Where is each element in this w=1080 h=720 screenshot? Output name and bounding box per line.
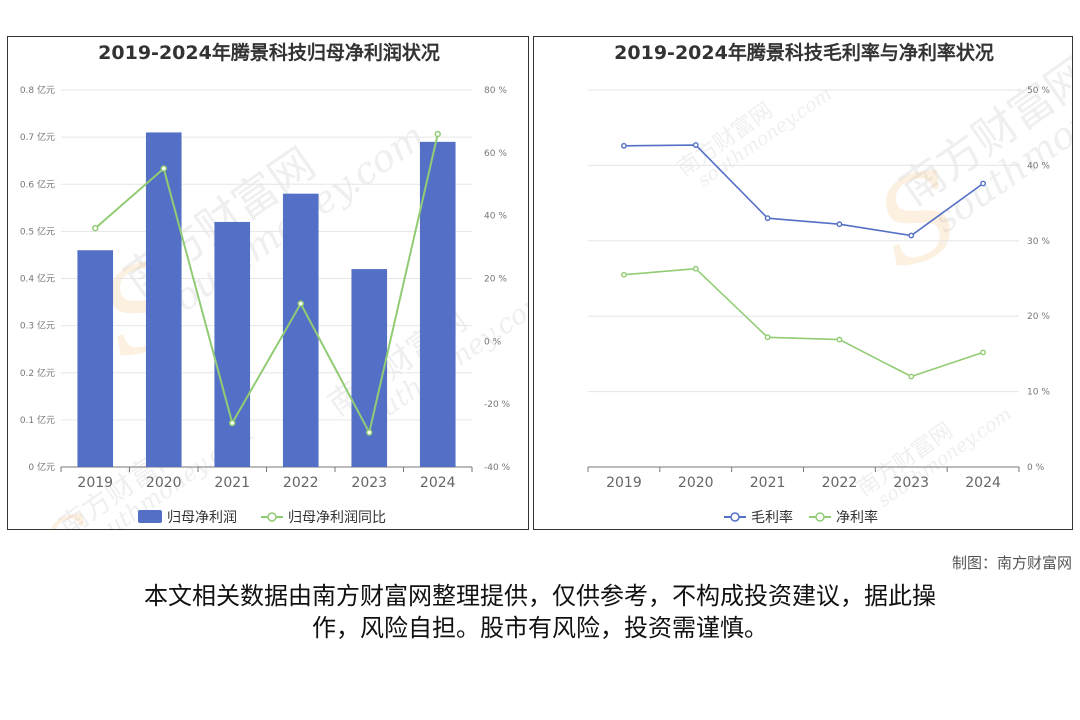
point-yoy-growth-2020	[160, 165, 167, 172]
margin-chart-panel: 南方财富网 southmoney.com 南方财富网 southmoney.com S 南…	[533, 36, 1073, 530]
disclaimer-line-1: 本文相关数据由南方财富网整理提供，仅供参考，不构成投资建议，据此操	[144, 582, 936, 610]
point-gross-margin-2021	[764, 215, 771, 222]
point-gross-margin-2022	[836, 221, 843, 228]
right-axis-tick-label: 40 %	[484, 212, 507, 222]
line-gross-margin	[623, 144, 984, 237]
x-axis-tick-label: 2021	[214, 475, 250, 491]
line-net-margin	[623, 267, 984, 378]
point-gross-margin-2024	[980, 180, 986, 187]
point-net-margin-2021	[764, 334, 771, 341]
x-axis-tick-label: 2023	[351, 475, 387, 491]
legend-label-gross-margin: 毛利率	[751, 509, 793, 526]
point-net-margin-2019	[621, 271, 627, 278]
chart-title: 2019-2024年腾景科技毛利率与净利率状况	[614, 41, 994, 64]
point-yoy-growth-2021	[229, 419, 236, 427]
legend-label-bar: 归母净利润	[167, 509, 237, 526]
legend-label-line: 归母净利润同比	[288, 509, 386, 526]
net-profit-chart-panel: 南方财富网southmoney.comS南方财富网southmoney.com南…	[7, 36, 529, 530]
right-axis-tick-label: 20 %	[484, 275, 507, 285]
point-net-margin-2020	[692, 265, 699, 272]
right-axis-tick-label: 20 %	[1027, 312, 1050, 322]
legend-swatch-marker	[267, 512, 277, 522]
right-axis-tick-label: 80 %	[484, 86, 507, 96]
bar-net-profit-2019	[77, 250, 114, 467]
right-axis-tick-label: -40 %	[484, 463, 511, 473]
legend-label-net-margin: 净利率	[836, 509, 878, 526]
disclaimer: 本文相关数据由南方财富网整理提供，仅供参考，不构成投资建议，据此操 作，风险自担…	[80, 580, 1000, 644]
point-yoy-growth-2022	[297, 300, 304, 307]
left-axis-tick-label: 0.2 亿元	[20, 367, 55, 379]
left-axis-tick-label: 0.5 亿元	[20, 225, 55, 237]
chart-credit: 制图：南方财富网	[951, 554, 1072, 572]
bar-net-profit-2021	[214, 221, 251, 467]
right-axis-tick-label: -20 %	[484, 400, 511, 410]
left-axis-tick-label: 0.6 亿元	[20, 178, 55, 190]
legend-marker-net-margin	[815, 512, 825, 522]
left-axis-tick-label: 0.7 亿元	[20, 131, 55, 143]
legend-swatch-bar	[138, 510, 162, 523]
left-axis-tick-label: 0.3 亿元	[20, 320, 55, 332]
right-axis-tick-label: 0 %	[484, 337, 502, 347]
left-axis-tick-label: 0.4 亿元	[20, 273, 55, 285]
bar-net-profit-2022	[282, 193, 319, 468]
right-axis-tick-label: 40 %	[1027, 161, 1050, 171]
left-axis-tick-label: 0 亿元	[28, 461, 55, 473]
x-axis-tick-label: 2023	[893, 475, 929, 491]
x-axis-tick-label: 2020	[678, 475, 714, 491]
right-axis-tick-label: 10 %	[1027, 388, 1050, 398]
chart-title: 2019-2024年腾景科技归母净利润状况	[98, 41, 440, 64]
x-axis-tick-label: 2019	[77, 475, 113, 491]
x-axis-tick-label: 2022	[283, 475, 319, 491]
x-axis-tick-label: 2024	[420, 475, 456, 491]
right-axis-tick-label: 50 %	[1027, 86, 1050, 96]
point-gross-margin-2020	[692, 142, 699, 148]
bar-net-profit-2020	[145, 132, 182, 467]
point-yoy-growth-2019	[92, 224, 99, 232]
disclaimer-line-2: 作，风险自担。股市有风险，投资需谨慎。	[312, 614, 768, 642]
x-axis-tick-label: 2020	[146, 475, 182, 491]
right-axis-tick-label: 60 %	[484, 149, 507, 159]
bar-net-profit-2024	[419, 141, 456, 467]
legend-marker-gross-margin	[730, 512, 740, 522]
point-gross-margin-2019	[621, 142, 627, 149]
left-axis-tick-label: 0.8 亿元	[20, 84, 55, 96]
right-axis-tick-label: 30 %	[1027, 237, 1050, 247]
x-axis-tick-label: 2024	[965, 475, 1001, 491]
point-gross-margin-2023	[908, 232, 915, 239]
net-profit-chart: 南方财富网southmoney.comS南方财富网southmoney.com南…	[20, 41, 528, 529]
x-axis-tick-label: 2021	[750, 475, 786, 491]
point-net-margin-2024	[980, 349, 986, 356]
x-axis-tick-label: 2022	[822, 475, 858, 491]
x-axis-tick-label: 2019	[606, 475, 642, 491]
right-axis-tick-label: 0 %	[1027, 463, 1045, 473]
point-net-margin-2023	[908, 373, 915, 380]
bar-net-profit-2023	[351, 269, 388, 467]
line-yoy-growth	[94, 133, 439, 436]
point-yoy-growth-2023	[366, 429, 373, 436]
left-axis-tick-label: 0.1 亿元	[20, 414, 55, 426]
point-net-margin-2022	[836, 336, 843, 343]
point-yoy-growth-2024	[434, 130, 441, 138]
